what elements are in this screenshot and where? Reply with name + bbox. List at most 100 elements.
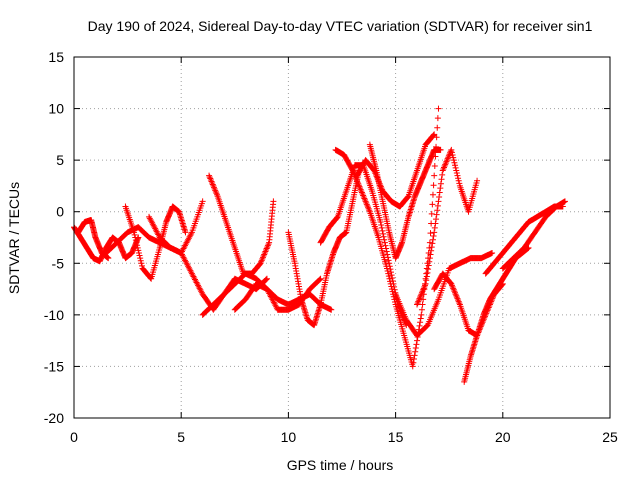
y-tick-label: 15	[48, 49, 64, 65]
data-point	[360, 192, 367, 199]
data-point	[135, 249, 142, 256]
data-point	[380, 233, 387, 240]
data-point	[441, 163, 448, 170]
data-point	[413, 341, 420, 348]
data-point	[431, 131, 438, 138]
data-point	[435, 198, 442, 205]
data-point	[448, 146, 455, 153]
data-point	[362, 198, 369, 205]
data-point	[388, 286, 395, 293]
data-point	[131, 229, 138, 236]
data-point	[182, 229, 189, 236]
data-point	[423, 273, 430, 280]
data-point	[383, 248, 390, 255]
data-point	[138, 262, 145, 269]
data-point	[138, 260, 145, 267]
data-point	[440, 165, 447, 172]
data-points	[71, 105, 568, 385]
data-point	[452, 162, 459, 169]
data-point	[452, 164, 459, 171]
data-point	[452, 291, 459, 298]
data-point	[429, 236, 436, 243]
data-point	[365, 205, 372, 212]
data-point	[265, 241, 272, 248]
x-tick-label: 0	[70, 429, 78, 445]
y-tick-label: 0	[56, 204, 64, 220]
data-point	[206, 172, 213, 179]
data-point	[445, 152, 452, 159]
data-point	[450, 285, 457, 292]
x-tick-label: 5	[177, 429, 185, 445]
data-point	[455, 297, 462, 304]
data-point	[212, 188, 219, 195]
data-point	[135, 247, 142, 254]
data-point	[427, 251, 434, 258]
data-point	[448, 280, 455, 287]
data-point	[404, 194, 411, 201]
data-point	[474, 177, 481, 184]
data-point	[428, 247, 435, 254]
series-arc-6	[206, 172, 277, 277]
data-point	[134, 244, 141, 251]
data-point	[355, 182, 362, 189]
data-point	[420, 285, 427, 292]
data-point	[359, 191, 366, 198]
x-tick-label: 25	[602, 429, 618, 445]
data-point	[418, 291, 425, 298]
data-point	[132, 237, 139, 244]
data-point	[361, 196, 368, 203]
data-point	[412, 348, 419, 355]
plot-frame	[73, 56, 611, 419]
data-point	[439, 171, 446, 178]
data-point	[453, 292, 460, 299]
data-point	[411, 352, 418, 359]
data-point	[137, 255, 144, 262]
data-point	[188, 230, 195, 237]
data-point	[447, 148, 454, 155]
series-arc-2	[75, 216, 112, 262]
data-point	[389, 275, 396, 282]
data-point	[423, 270, 430, 277]
y-tick-label: 10	[48, 101, 64, 117]
data-point	[453, 294, 460, 301]
data-point	[417, 294, 424, 301]
data-point	[257, 260, 264, 267]
x-axis-title: GPS time / hours	[287, 457, 394, 473]
series-arc-9	[285, 167, 363, 329]
data-point	[437, 185, 444, 192]
data-point	[449, 151, 456, 158]
data-point	[358, 188, 365, 195]
data-point	[439, 167, 446, 174]
data-point	[434, 202, 441, 209]
data-point	[453, 167, 460, 174]
y-tick-label: 5	[56, 152, 64, 168]
data-point	[208, 178, 215, 185]
data-point	[417, 292, 424, 299]
data-point	[270, 198, 277, 205]
data-point	[357, 186, 364, 193]
data-point	[211, 185, 218, 192]
series-arc-11	[332, 105, 442, 370]
data-point	[430, 132, 437, 139]
data-point	[206, 174, 213, 181]
data-point	[449, 283, 456, 290]
series-arc-17	[461, 244, 532, 385]
data-point	[442, 161, 449, 168]
data-point	[425, 266, 432, 273]
data-point	[454, 172, 461, 179]
data-point	[378, 224, 385, 231]
data-point	[444, 155, 451, 162]
data-point	[209, 179, 216, 186]
data-point	[421, 283, 428, 290]
data-point	[381, 236, 388, 243]
data-point	[434, 124, 441, 131]
x-tick-label: 15	[388, 429, 404, 445]
data-point	[431, 172, 438, 179]
data-point	[435, 105, 442, 112]
data-point	[385, 273, 392, 280]
data-point	[350, 168, 357, 175]
data-point	[431, 229, 438, 236]
x-tick-label: 20	[495, 429, 511, 445]
series-arc-1	[71, 224, 142, 265]
